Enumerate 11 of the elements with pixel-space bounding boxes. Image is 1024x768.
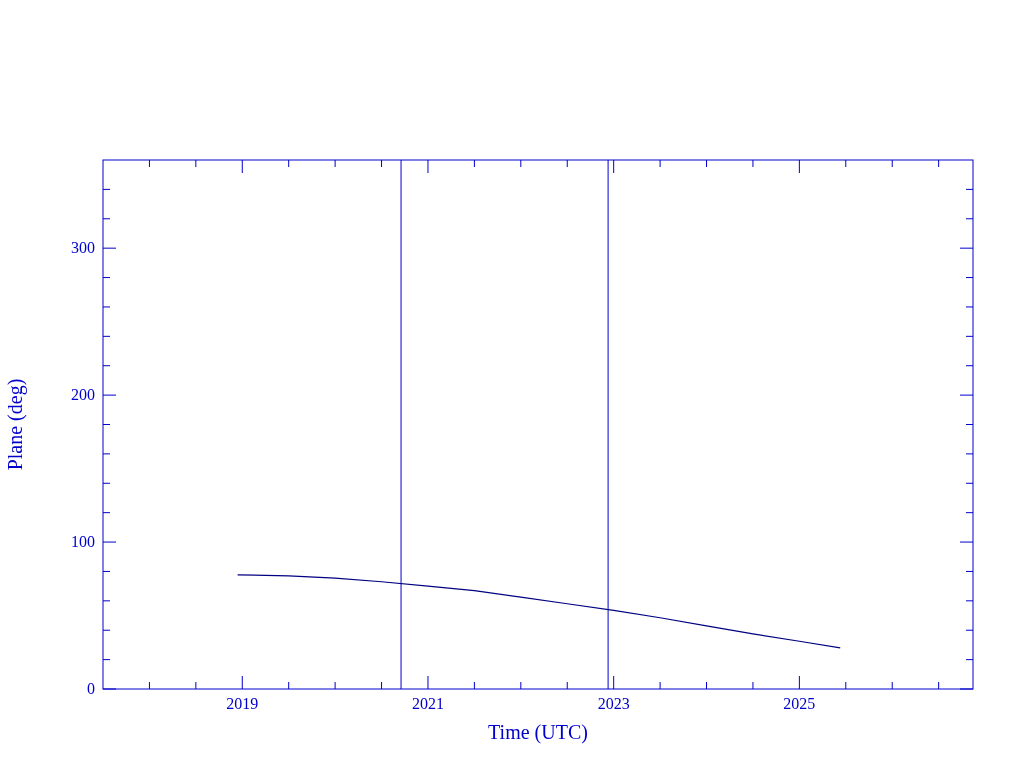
x-tick-label: 2019 <box>226 695 259 712</box>
y-axis-title: Plane (deg) <box>4 378 27 471</box>
y-tick-label: 300 <box>71 239 95 257</box>
line-series <box>237 574 841 649</box>
y-tick-label: 100 <box>71 533 95 551</box>
x-axis-title: Time (UTC) <box>488 721 588 744</box>
y-tick-label: 0 <box>87 680 95 697</box>
x-tick-label: 2021 <box>411 695 444 712</box>
x-tick-label: 2025 <box>783 695 816 712</box>
x-tick-label: 2023 <box>597 695 630 712</box>
y-tick-label: 200 <box>71 386 95 404</box>
